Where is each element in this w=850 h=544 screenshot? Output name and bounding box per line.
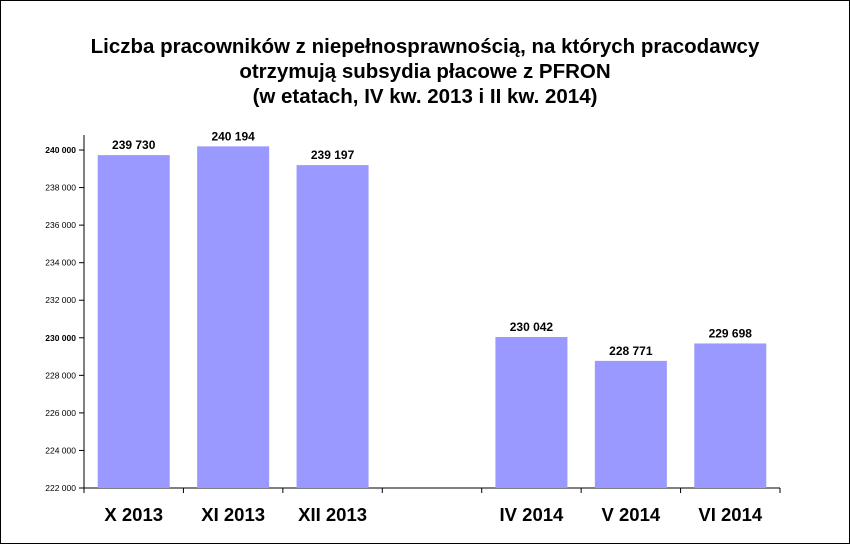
- x-category-label: XI 2013: [201, 504, 265, 525]
- data-label: 239 197: [311, 148, 355, 162]
- y-tick-label: 240 000: [45, 145, 76, 155]
- data-label: 228 771: [609, 344, 653, 358]
- y-tick-label: 234 000: [45, 258, 76, 268]
- x-category-label: IV 2014: [500, 504, 564, 525]
- chart-bars: [97, 146, 767, 489]
- y-tick-label: 226 000: [45, 408, 76, 418]
- x-category-label: XII 2013: [298, 504, 367, 525]
- y-tick-label: 228 000: [45, 370, 76, 380]
- bar: [296, 165, 369, 488]
- data-label: 239 730: [112, 138, 156, 152]
- x-category-label: X 2013: [104, 504, 163, 525]
- chart-title-line-2: otrzymują subsydia płacowe z PFRON: [239, 60, 611, 83]
- x-category-label: V 2014: [602, 504, 661, 525]
- y-tick-label: 232 000: [45, 295, 76, 305]
- bar: [197, 146, 270, 489]
- y-tick-label: 224 000: [45, 445, 76, 455]
- y-tick-label: 222 000: [45, 483, 76, 493]
- chart-title: Liczba pracowników z niepełnosprawnością…: [0, 34, 850, 109]
- y-tick-label: 236 000: [45, 220, 76, 230]
- data-label: 229 698: [709, 326, 753, 340]
- y-tick-label: 238 000: [45, 183, 76, 193]
- chart-labels: 239 730 X 2013 240 194 XI 2013 239 197 XII 20…: [104, 129, 762, 525]
- bar: [594, 360, 667, 488]
- bar: [97, 155, 170, 489]
- data-label: 240 194: [211, 129, 255, 143]
- chart-title-line-3: (w etatach, IV kw. 2013 i II kw. 2014): [252, 85, 598, 108]
- x-category-label: VI 2014: [698, 504, 762, 525]
- chart-title-line-1: Liczba pracowników z niepełnosprawnością…: [90, 35, 760, 58]
- bar: [495, 336, 568, 488]
- y-tick-label: 230 000: [45, 333, 76, 343]
- bar: [694, 343, 767, 488]
- data-label: 230 042: [510, 320, 554, 334]
